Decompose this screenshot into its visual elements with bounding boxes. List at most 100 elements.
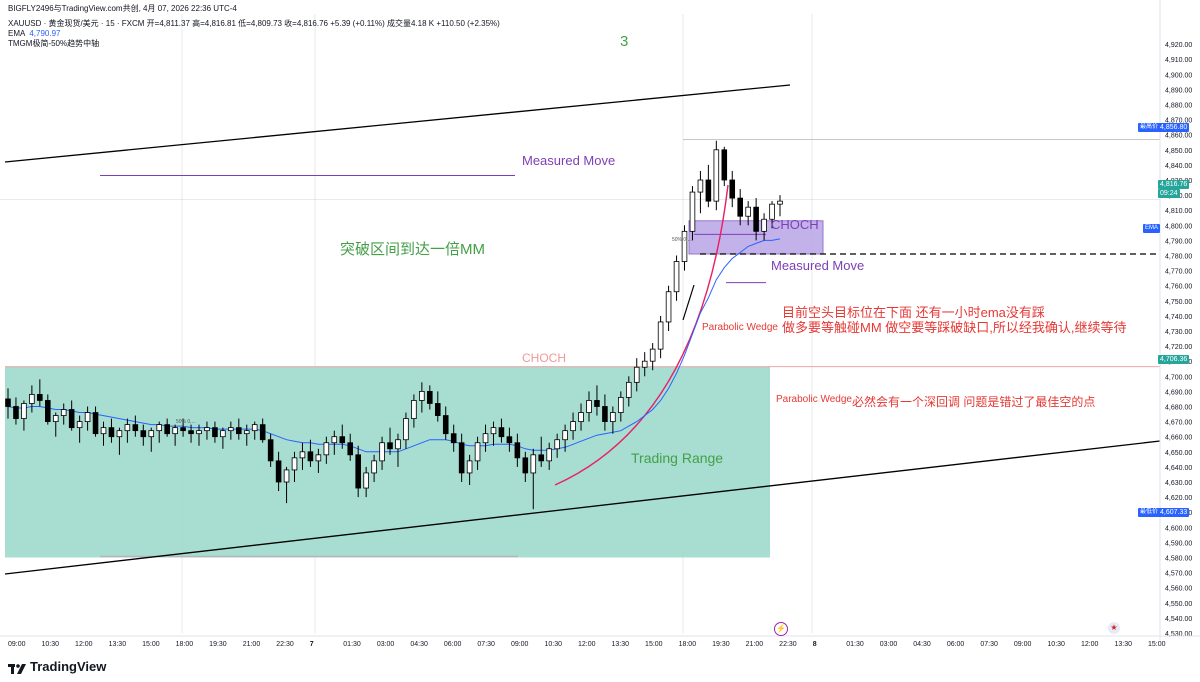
candle-body <box>466 460 473 474</box>
candle-body <box>116 430 123 438</box>
y-tick-label: 4,540.00 <box>1165 616 1192 623</box>
zones <box>0 139 1160 558</box>
parabolic-wedge-curve <box>554 184 729 486</box>
candle-body <box>442 415 449 435</box>
candle-body <box>450 433 457 444</box>
x-tick-label: 18:00 <box>176 641 194 648</box>
candle-body <box>403 418 409 441</box>
y-tick-label: 4,740.00 <box>1165 314 1192 321</box>
indicator-legend[interactable]: TMGM极简-50%趋势中轴 <box>8 39 100 48</box>
candle-body <box>331 436 338 444</box>
candle-body <box>514 442 521 459</box>
breakout-note: 突破区间到达一倍MM <box>340 241 485 258</box>
candle-body <box>705 179 712 202</box>
y-tick-label: 4,550.00 <box>1165 601 1192 608</box>
candle-body <box>689 191 696 232</box>
candle-body <box>156 424 163 432</box>
y-tick-label: 4,760.00 <box>1165 284 1192 291</box>
candle-body <box>347 442 354 456</box>
candle-body <box>132 424 139 432</box>
candle-body <box>697 179 704 193</box>
range-top-price-tag: 4,706.36 <box>1158 355 1190 364</box>
parabolic-wedge-label: Parabolic Wedge <box>776 394 852 405</box>
candle-body <box>681 230 688 262</box>
candle-body <box>13 406 19 419</box>
candle-body <box>530 454 537 474</box>
y-tick-label: 4,530.00 <box>1165 631 1192 638</box>
candle-body <box>5 398 11 407</box>
candle-body <box>729 179 736 199</box>
x-tick-label: 03:00 <box>377 641 395 648</box>
attribution-text: BIGFLY2496与TradingView.com共创, 4月 07, 202… <box>8 4 237 13</box>
candle-body <box>21 403 27 419</box>
candle-body <box>45 400 51 422</box>
x-tick-label: 04:30 <box>913 641 931 648</box>
y-tick-label: 4,770.00 <box>1165 269 1192 276</box>
measured-move-bottom-label: Measured Move <box>771 258 865 273</box>
x-tick-label: 09:00 <box>1014 641 1032 648</box>
parabolic-wedge-note: 必然会有一个深回调 问题是错过了最佳空的点 <box>852 395 1096 409</box>
candle-body <box>562 430 568 441</box>
candle-body <box>307 451 314 462</box>
x-tick-label: 12:00 <box>578 641 596 648</box>
candle-body <box>140 430 147 438</box>
high-price-tag: 4,856.80 <box>1158 123 1190 132</box>
candle-body <box>291 457 298 471</box>
x-tick-label: 10:30 <box>42 641 60 648</box>
y-tick-label: 4,640.00 <box>1165 465 1192 472</box>
candle-body <box>315 454 322 462</box>
ema-price-tag: EMA <box>1143 224 1161 233</box>
candle-body <box>267 439 274 462</box>
candle-body <box>275 460 282 483</box>
candle-body <box>299 451 306 459</box>
x-tick-label: 10:30 <box>1047 641 1065 648</box>
candle-body <box>419 390 425 401</box>
x-tick-label: 10:30 <box>544 641 562 648</box>
us-flag-icon[interactable]: ★ <box>1108 622 1120 634</box>
candle-body <box>172 427 178 435</box>
candle-body <box>482 433 489 444</box>
low-price-tag: 4,607.33 <box>1158 508 1190 517</box>
x-tick-label: 13:30 <box>109 641 127 648</box>
candle-body <box>355 454 361 489</box>
x-tick-label: 01:30 <box>343 641 361 648</box>
symbol-info[interactable]: XAUUSD · 黄金现货/美元 · 15 · FXCM 开=4,811.37 … <box>8 19 500 28</box>
candle-body <box>610 412 616 423</box>
candle-body <box>323 442 330 456</box>
y-tick-label: 4,850.00 <box>1165 148 1192 155</box>
candle-body <box>745 206 751 217</box>
current-time-tag: 09:24 <box>1158 189 1180 198</box>
x-tick-label: 09:00 <box>8 641 26 648</box>
trend-lines <box>4 84 1161 575</box>
lightning-icon[interactable]: ⚡ <box>774 622 788 636</box>
y-tick-label: 4,690.00 <box>1165 389 1192 396</box>
y-tick-label: 4,730.00 <box>1165 329 1192 336</box>
candle-body <box>434 403 441 416</box>
fifty-pct-label-left: 50% 0,... <box>176 419 196 425</box>
candle-body <box>124 424 131 432</box>
candle-body <box>586 400 592 413</box>
y-tick-label: 4,580.00 <box>1165 556 1192 563</box>
candle-body <box>52 415 59 422</box>
candle-body <box>665 291 672 323</box>
candle-body <box>371 460 377 474</box>
candle-body <box>474 442 481 462</box>
tradingview-brand[interactable]: TradingView <box>8 659 106 674</box>
high-price-label: 最高价 <box>1138 123 1161 132</box>
x-tick-label: 01:30 <box>846 641 864 648</box>
candle-body <box>204 427 210 432</box>
candle-body <box>777 200 783 205</box>
candle-body <box>395 439 401 450</box>
current-price-tag: 4,816.76 <box>1158 180 1190 189</box>
ema-legend[interactable]: EMA 4,790.97 <box>8 28 60 39</box>
candle-body <box>546 448 552 462</box>
y-tick-label: 4,560.00 <box>1165 586 1192 593</box>
x-tick-label: 12:00 <box>1081 641 1099 648</box>
parabolic-wedge-small-label: Parabolic Wedge <box>702 322 778 333</box>
y-tick-label: 4,570.00 <box>1165 571 1192 578</box>
x-tick-label: 7 <box>310 641 314 648</box>
note-line-1: 目前空头目标位在下面 还有一小时ema没有踩 <box>782 305 1045 320</box>
x-tick-label: 22:30 <box>276 641 294 648</box>
y-tick-label: 4,600.00 <box>1165 525 1192 532</box>
